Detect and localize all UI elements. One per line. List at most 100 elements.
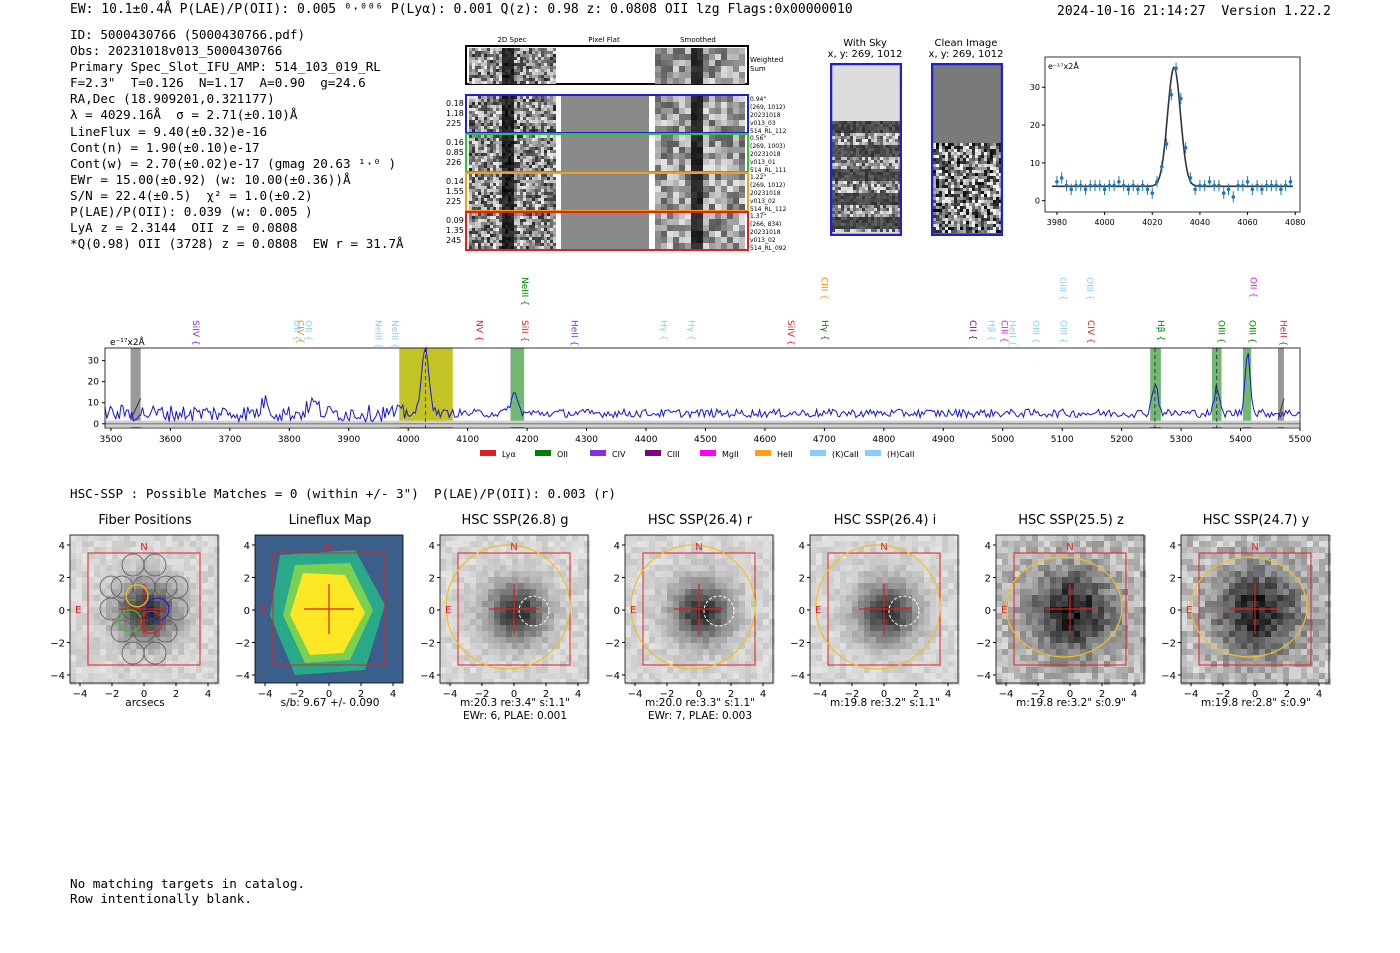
pixel: [895, 169, 898, 172]
pixel: [975, 179, 978, 182]
cutout-col-label: Smoothed: [680, 36, 716, 44]
pixel: [440, 571, 446, 577]
pixel: [505, 225, 508, 228]
pixel: [124, 667, 130, 673]
pixel: [715, 54, 721, 60]
pixel: [661, 48, 667, 54]
pixel: [526, 192, 529, 195]
pixel: [841, 127, 844, 130]
pixel: [963, 176, 966, 179]
pixel: [511, 228, 514, 231]
pixel: [478, 207, 481, 210]
pixel: [844, 178, 847, 181]
pixel: [975, 227, 978, 230]
pixel: [547, 57, 550, 60]
pixel: [667, 192, 673, 198]
pixel: [136, 637, 142, 643]
pixel: [547, 105, 550, 108]
pixel: [661, 243, 667, 249]
pixel: [523, 54, 526, 57]
pixel: [832, 136, 835, 139]
pixel: [721, 192, 727, 198]
pixel: [523, 81, 526, 84]
pixel: [484, 102, 487, 105]
pixel: [972, 191, 975, 194]
pixel: [100, 571, 106, 577]
pixel: [541, 174, 544, 177]
pixel: [496, 69, 499, 72]
pixel: [685, 159, 691, 165]
pixel: [523, 231, 526, 234]
pixel: [484, 63, 487, 66]
pixel: [975, 191, 978, 194]
pixel: [76, 637, 82, 643]
pixel: [514, 54, 517, 57]
pixel: [214, 643, 220, 649]
pixel: [892, 172, 895, 175]
pixel: [544, 237, 547, 240]
pixel: [709, 225, 715, 231]
pixel: [484, 198, 487, 201]
pixel: [981, 152, 984, 155]
emission-line-label: HeII {: [1277, 320, 1287, 346]
pixel: [895, 154, 898, 157]
pixel: [487, 72, 490, 75]
pixel: [538, 102, 541, 105]
pixel: [550, 123, 553, 126]
pixel: [984, 230, 987, 233]
pixel: [547, 201, 550, 204]
pixel: [517, 138, 520, 141]
pixel: [529, 186, 532, 189]
row-flat: [561, 135, 649, 171]
pixel: [511, 168, 514, 171]
pixel: [667, 198, 673, 204]
pixel: [184, 535, 190, 541]
pixel: [963, 191, 966, 194]
masked-band: [130, 348, 141, 428]
pixel: [493, 105, 496, 108]
pixel: [874, 160, 877, 163]
pixel: [112, 601, 118, 607]
pixel: [832, 127, 835, 130]
pixel: [472, 72, 475, 75]
pixel: [535, 126, 538, 129]
pixel: [490, 75, 493, 78]
pixel: [484, 168, 487, 171]
pixel: [190, 619, 196, 625]
pixel: [508, 126, 511, 129]
pixel: [490, 51, 493, 54]
pixel: [520, 177, 523, 180]
pixel: [975, 170, 978, 173]
pixel: [469, 222, 472, 225]
pixel: [877, 187, 880, 190]
pixel: [538, 108, 541, 111]
pixel: [727, 78, 733, 84]
pixel: [898, 226, 901, 229]
pixel: [154, 637, 160, 643]
row-meta: 514_RL_111: [750, 167, 787, 174]
pixel: [538, 204, 541, 207]
pixel: [993, 230, 996, 233]
pixel: [202, 541, 208, 547]
pixel: [505, 162, 508, 165]
pixel: [948, 164, 951, 167]
pixel: [538, 174, 541, 177]
pixel: [475, 150, 478, 153]
pixel: [883, 172, 886, 175]
pixel: [667, 108, 673, 114]
pixel: [484, 159, 487, 162]
pixel: [661, 180, 667, 186]
pixel: [502, 66, 505, 69]
pixel: [957, 161, 960, 164]
pixel: [532, 183, 535, 186]
pixel: [727, 192, 733, 198]
pixel: [538, 162, 541, 165]
pixel: [124, 565, 130, 571]
pixel: [945, 185, 948, 188]
pixel: [978, 164, 981, 167]
pixel: [892, 199, 895, 202]
pixel: [933, 218, 936, 221]
pixel: [832, 226, 835, 229]
pixel: [484, 141, 487, 144]
pixel: [835, 199, 838, 202]
